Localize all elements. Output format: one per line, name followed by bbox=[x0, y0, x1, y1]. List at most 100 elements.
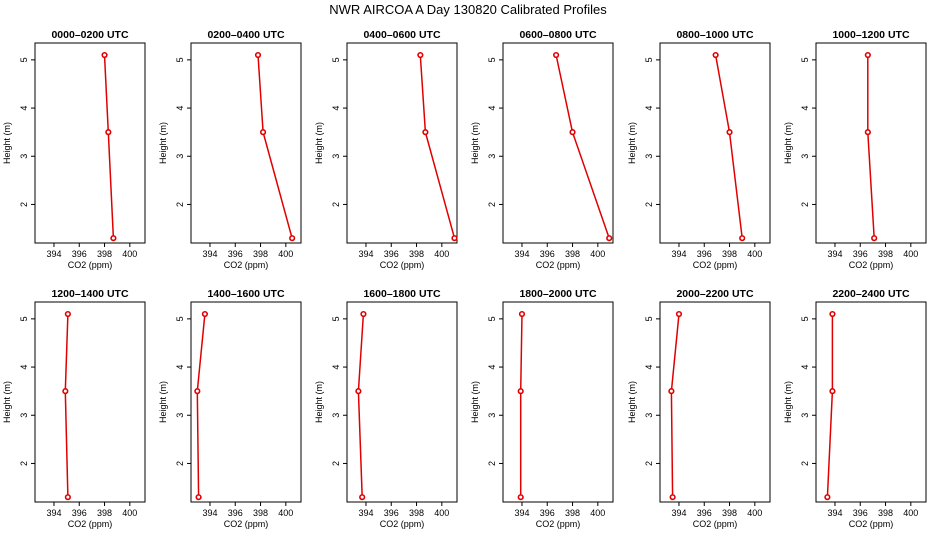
x-tick-label: 396 bbox=[540, 508, 555, 518]
panel-title: 2000–2200 UTC bbox=[676, 288, 753, 300]
x-tick-label: 400 bbox=[747, 249, 762, 259]
data-point bbox=[194, 388, 201, 395]
profile-panel: 2200–2400 UTC 394 396 398 400 2 3 4 5 CO2 (ppm) He… bbox=[783, 288, 927, 529]
x-tick-label: 398 bbox=[253, 249, 268, 259]
panel-title: 0400–0600 UTC bbox=[363, 29, 440, 41]
y-axis-label: Height (m) bbox=[783, 381, 793, 423]
x-tick-label: 400 bbox=[903, 249, 918, 259]
x-tick-label: 396 bbox=[384, 508, 399, 518]
y-tick-label: 3 bbox=[487, 154, 497, 159]
x-tick-label: 400 bbox=[590, 249, 605, 259]
x-tick-label: 398 bbox=[565, 508, 580, 518]
data-point bbox=[712, 51, 719, 59]
x-axis-label: CO2 (ppm) bbox=[380, 260, 425, 270]
data-point bbox=[669, 494, 676, 501]
data-point bbox=[517, 388, 524, 395]
data-point bbox=[101, 51, 108, 59]
x-tick-label: 398 bbox=[878, 508, 893, 518]
panel-grid: 0000–0200 UTC 394 396 398 400 2 3 4 5 CO2 (ppm) He… bbox=[2, 29, 927, 529]
y-tick-label: 4 bbox=[644, 106, 654, 111]
profile-panel: 0400–0600 UTC 394 396 398 400 2 3 4 5 CO2 (ppm) He… bbox=[314, 29, 458, 270]
x-tick-label: 394 bbox=[827, 508, 842, 518]
y-tick-label: 5 bbox=[644, 316, 654, 321]
profile-line bbox=[555, 54, 610, 239]
y-tick-label: 3 bbox=[175, 154, 185, 159]
x-tick-label: 396 bbox=[72, 508, 87, 518]
x-tick-label: 400 bbox=[122, 249, 137, 259]
x-tick-label: 396 bbox=[697, 508, 712, 518]
profile-line bbox=[357, 313, 365, 498]
x-tick-label: 396 bbox=[384, 249, 399, 259]
plot-frame bbox=[346, 301, 458, 503]
y-axis-label: Height (m) bbox=[158, 381, 168, 423]
profile-line bbox=[714, 54, 743, 239]
data-point bbox=[739, 235, 746, 242]
x-tick-label: 398 bbox=[253, 508, 268, 518]
x-tick-label: 398 bbox=[409, 249, 424, 259]
y-tick-label: 2 bbox=[19, 202, 29, 207]
data-point bbox=[64, 494, 71, 501]
y-tick-label: 5 bbox=[800, 57, 810, 62]
y-tick-label: 2 bbox=[487, 461, 497, 466]
x-axis-label: CO2 (ppm) bbox=[68, 519, 113, 529]
y-tick-label: 5 bbox=[175, 316, 185, 321]
x-tick-label: 398 bbox=[878, 249, 893, 259]
y-tick-label: 4 bbox=[800, 106, 810, 111]
data-point bbox=[110, 235, 117, 242]
x-axis-label: CO2 (ppm) bbox=[536, 519, 581, 529]
profile-line bbox=[826, 314, 834, 498]
y-tick-label: 2 bbox=[800, 202, 810, 207]
y-tick-label: 4 bbox=[487, 365, 497, 370]
profile-line bbox=[670, 313, 680, 498]
y-tick-label: 3 bbox=[331, 413, 341, 418]
x-tick-label: 394 bbox=[202, 508, 217, 518]
y-axis-label: Height (m) bbox=[627, 122, 637, 164]
y-tick-label: 4 bbox=[487, 106, 497, 111]
data-point bbox=[360, 310, 367, 318]
y-tick-label: 5 bbox=[19, 57, 29, 62]
x-tick-label: 400 bbox=[434, 249, 449, 259]
y-axis-label: Height (m) bbox=[314, 381, 324, 423]
y-tick-label: 2 bbox=[800, 461, 810, 466]
profile-panel: 1400–1600 UTC 394 396 398 400 2 3 4 5 CO2 (ppm) He… bbox=[158, 288, 302, 529]
data-point bbox=[675, 310, 683, 318]
figure-title: NWR AIRCOA A Day 130820 Calibrated Profi… bbox=[329, 2, 607, 17]
data-point bbox=[62, 388, 69, 395]
profile-panel: 0800–1000 UTC 394 396 398 400 2 3 4 5 CO2 (ppm) He… bbox=[627, 29, 771, 270]
y-tick-label: 3 bbox=[800, 413, 810, 418]
x-tick-label: 398 bbox=[722, 508, 737, 518]
x-tick-label: 394 bbox=[202, 249, 217, 259]
y-tick-label: 4 bbox=[19, 365, 29, 370]
y-tick-label: 2 bbox=[175, 202, 185, 207]
y-tick-label: 2 bbox=[331, 461, 341, 466]
panel-title: 0200–0400 UTC bbox=[207, 29, 284, 41]
y-tick-label: 2 bbox=[175, 461, 185, 466]
y-tick-label: 3 bbox=[487, 413, 497, 418]
y-axis-label: Height (m) bbox=[470, 122, 480, 164]
data-point bbox=[553, 51, 560, 59]
x-axis-label: CO2 (ppm) bbox=[849, 519, 894, 529]
data-point bbox=[824, 494, 831, 501]
profile-line bbox=[64, 313, 69, 498]
x-tick-label: 398 bbox=[409, 508, 424, 518]
data-point bbox=[829, 388, 836, 395]
plot-frame bbox=[502, 42, 614, 244]
x-tick-label: 394 bbox=[514, 249, 529, 259]
data-point bbox=[254, 51, 262, 59]
x-tick-label: 394 bbox=[358, 508, 373, 518]
y-tick-label: 2 bbox=[19, 461, 29, 466]
x-tick-label: 394 bbox=[671, 249, 686, 259]
y-tick-label: 3 bbox=[19, 154, 29, 159]
x-tick-label: 396 bbox=[72, 249, 87, 259]
profile-panel: 1200–1400 UTC 394 396 398 400 2 3 4 5 CO2 (ppm) He… bbox=[2, 288, 146, 529]
data-point bbox=[864, 51, 871, 59]
x-tick-label: 396 bbox=[228, 508, 243, 518]
x-axis-label: CO2 (ppm) bbox=[68, 260, 113, 270]
x-tick-label: 398 bbox=[565, 249, 580, 259]
y-tick-label: 4 bbox=[644, 365, 654, 370]
x-tick-label: 396 bbox=[228, 249, 243, 259]
profile-panel: 1000–1200 UTC 394 396 398 400 2 3 4 5 CO2 (ppm) He… bbox=[783, 29, 927, 270]
y-tick-label: 4 bbox=[175, 365, 185, 370]
profile-line bbox=[196, 313, 206, 498]
